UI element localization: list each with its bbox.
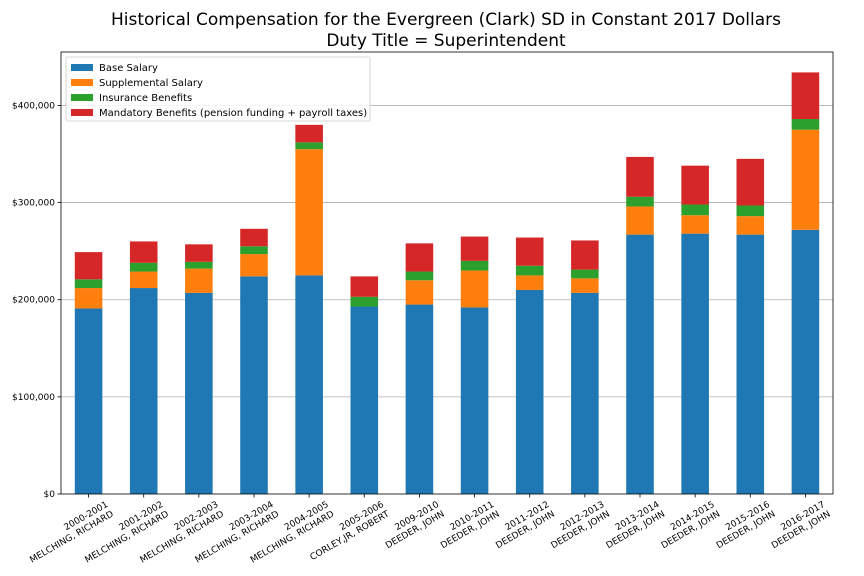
- bar-segment: [129, 271, 158, 289]
- bar-segment: [460, 260, 489, 271]
- legend-label: Mandatory Benefits (pension funding + pa…: [99, 108, 367, 119]
- y-tick-label: $0: [44, 490, 56, 500]
- chart-title: Historical Compensation for the Evergree…: [111, 10, 781, 30]
- bar-segment: [185, 268, 213, 293]
- legend-label: Base Salary: [99, 63, 158, 74]
- legend-label: Supplemental Salary: [99, 78, 203, 89]
- chart-subtitle: Duty Title = Superintendent: [326, 31, 566, 51]
- bar-segment: [405, 243, 434, 272]
- legend: Base Salary Supplemental Salary Insurance …: [65, 56, 371, 122]
- bar-segment: [240, 254, 268, 277]
- bar-segment: [405, 280, 434, 305]
- legend-box: [65, 56, 371, 122]
- bar-segment: [681, 165, 709, 205]
- bars: [74, 72, 820, 494]
- bar-segment: [74, 308, 103, 494]
- y-tick-label: $300,000: [12, 199, 55, 209]
- bar-segment: [240, 228, 268, 247]
- bar-segment: [681, 215, 709, 234]
- bar-segment: [185, 292, 213, 494]
- legend-swatch: [71, 109, 93, 116]
- legend-swatch: [71, 64, 93, 71]
- bar-segment: [74, 252, 103, 280]
- bar-segment: [681, 233, 709, 494]
- bar-segment: [791, 119, 820, 130]
- bar-segment: [240, 246, 268, 255]
- bar-segment: [460, 307, 489, 494]
- bar-segment: [240, 276, 268, 494]
- bar-segment: [295, 124, 323, 143]
- bar-segment: [515, 237, 544, 266]
- bar-segment: [791, 229, 820, 494]
- bar-segment: [626, 156, 654, 197]
- bar-segment: [295, 142, 323, 150]
- bar-segment: [185, 244, 213, 262]
- bar-segment: [571, 240, 599, 270]
- bar-segment: [571, 292, 599, 494]
- bar-segment: [129, 241, 158, 263]
- bar-segment: [295, 275, 323, 494]
- legend-swatch: [71, 79, 93, 86]
- bar-segment: [515, 265, 544, 276]
- bar-segment: [571, 269, 599, 279]
- bar-segment: [74, 279, 103, 289]
- bar-segment: [736, 158, 765, 206]
- bar-segment: [571, 278, 599, 293]
- y-tick-label: $400,000: [12, 101, 55, 111]
- bar-segment: [736, 234, 765, 494]
- bar-segment: [681, 204, 709, 216]
- bar-segment: [791, 129, 820, 230]
- bar-segment: [350, 296, 379, 307]
- bar-segment: [736, 216, 765, 235]
- bar-segment: [626, 196, 654, 207]
- y-axis: $0 $100,000 $200,000 $300,000 $400,000: [12, 101, 61, 500]
- bar-segment: [350, 276, 379, 297]
- bar-segment: [515, 275, 544, 290]
- bar-segment: [460, 236, 489, 261]
- legend-label: Insurance Benefits: [99, 93, 192, 104]
- bar-segment: [626, 234, 654, 494]
- bar-segment: [350, 306, 379, 494]
- bar-segment: [515, 290, 544, 494]
- bar-segment: [626, 206, 654, 235]
- legend-swatch: [71, 94, 93, 101]
- bar-segment: [460, 270, 489, 308]
- bar-segment: [405, 271, 434, 281]
- bar-segment: [736, 205, 765, 217]
- bar-segment: [185, 261, 213, 269]
- bar-segment: [295, 149, 323, 276]
- bar-segment: [791, 72, 820, 120]
- y-tick-label: $200,000: [12, 296, 55, 306]
- bar-segment: [405, 304, 434, 494]
- y-tick-label: $100,000: [12, 393, 55, 403]
- gridlines: [61, 105, 833, 398]
- bar-segment: [129, 288, 158, 494]
- bar-segment: [129, 262, 158, 272]
- bar-segment: [74, 288, 103, 309]
- plot-frame: [60, 51, 834, 495]
